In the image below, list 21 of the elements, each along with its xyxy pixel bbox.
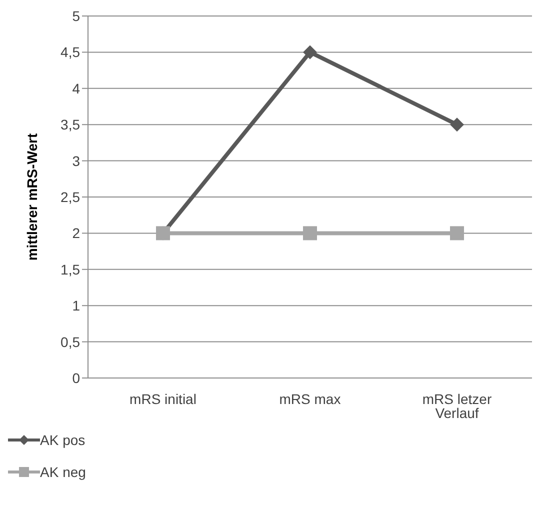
y-tick-label: 1,5 xyxy=(60,261,80,278)
y-tick-label: 0,5 xyxy=(60,334,80,350)
y-tick-label: 2 xyxy=(72,225,80,242)
y-tick-label: 3,5 xyxy=(60,116,80,133)
y-tick-label: 3 xyxy=(72,152,80,169)
y-tick-label: 1 xyxy=(72,298,80,314)
y-tick-label: 4,5 xyxy=(60,44,80,60)
point xyxy=(303,45,317,60)
x-tick-label: mRS letzer Verlauf xyxy=(422,390,492,421)
y-tick-label: 4 xyxy=(72,80,80,96)
y-tick-label: 5 xyxy=(72,8,80,24)
point xyxy=(450,226,464,240)
point xyxy=(303,226,317,240)
legend-label: AK pos xyxy=(40,432,86,448)
x-tick-label: mRS initial xyxy=(130,390,196,407)
point xyxy=(450,118,464,132)
y-tick-label: 2,5 xyxy=(60,188,80,205)
legend-label: AK neg xyxy=(40,464,86,480)
x-tick-label: mRS max xyxy=(279,390,341,407)
y-axis-title: mittlerer mRS-Wert xyxy=(24,133,40,261)
y-tick-label: 0 xyxy=(72,370,80,386)
